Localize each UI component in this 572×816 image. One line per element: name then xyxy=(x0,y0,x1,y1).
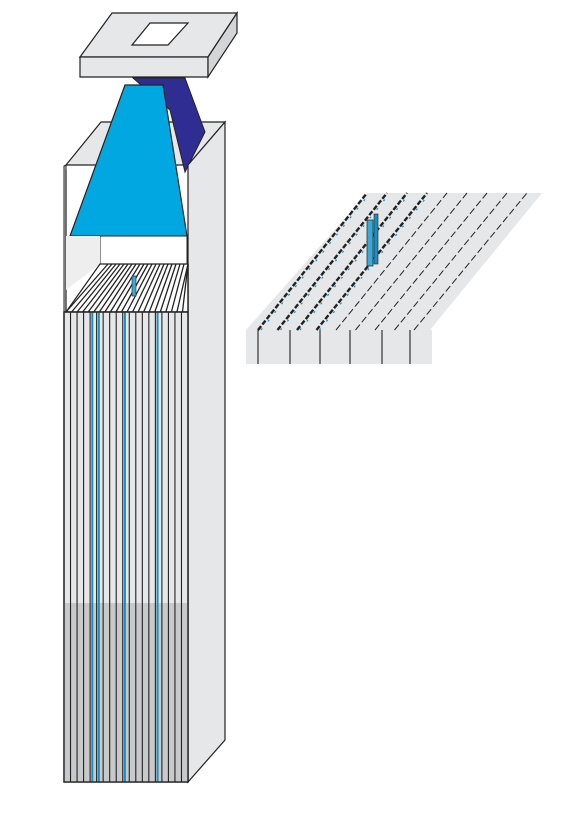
grid-hatch-line xyxy=(176,263,189,313)
grid-hatch-line xyxy=(143,263,165,313)
cap-hole xyxy=(130,22,190,46)
detail-front-block xyxy=(246,330,432,364)
funnel-base xyxy=(99,235,188,265)
grid-hatch-line xyxy=(104,263,137,313)
grid-hatch-line xyxy=(165,263,181,313)
tower-right-wall xyxy=(187,120,226,784)
fiber-detail-inset xyxy=(246,192,542,364)
grid-hatch-line xyxy=(181,263,189,313)
fiber-lower-section xyxy=(64,603,188,782)
detail-fiber-row xyxy=(296,192,408,331)
detector-tower xyxy=(63,10,239,784)
grid-hatch-line xyxy=(93,263,129,313)
grid-hatch-line xyxy=(109,263,141,313)
grid-hatch-line xyxy=(115,263,145,313)
grid-lines xyxy=(65,263,189,313)
fiber-bundle-front xyxy=(63,311,189,783)
grid-blue-marker xyxy=(131,275,137,297)
grid-hatch-line xyxy=(65,263,109,313)
grid-hatch-line xyxy=(82,263,121,313)
detail-front-dividers xyxy=(257,330,411,364)
grid-hatch-line xyxy=(170,263,185,313)
grid-hatch-line xyxy=(159,263,177,313)
grid-hatch-line xyxy=(154,263,173,313)
fiber-lines xyxy=(69,312,183,782)
cap-front-face xyxy=(79,56,209,78)
detail-top-plane xyxy=(246,193,542,330)
grid-hatch-line xyxy=(87,263,125,313)
grid-hatch-line xyxy=(137,263,161,313)
detail-fiber-row xyxy=(276,192,388,331)
upper-chamber-back xyxy=(66,236,100,290)
grid-hatch-line xyxy=(131,263,157,313)
detail-highlight-fiber xyxy=(366,213,379,267)
grid-hatch-line xyxy=(71,263,113,313)
grid-hatch-line xyxy=(148,263,169,313)
grid-hatch-line xyxy=(76,263,117,313)
detail-fiber-row xyxy=(257,192,368,331)
square-frame-icon xyxy=(78,10,239,80)
detail-fiber-row xyxy=(335,192,448,331)
grid-hatch-line xyxy=(126,263,153,313)
grid-hatch-line xyxy=(98,263,133,313)
cap-side-face xyxy=(207,10,238,80)
